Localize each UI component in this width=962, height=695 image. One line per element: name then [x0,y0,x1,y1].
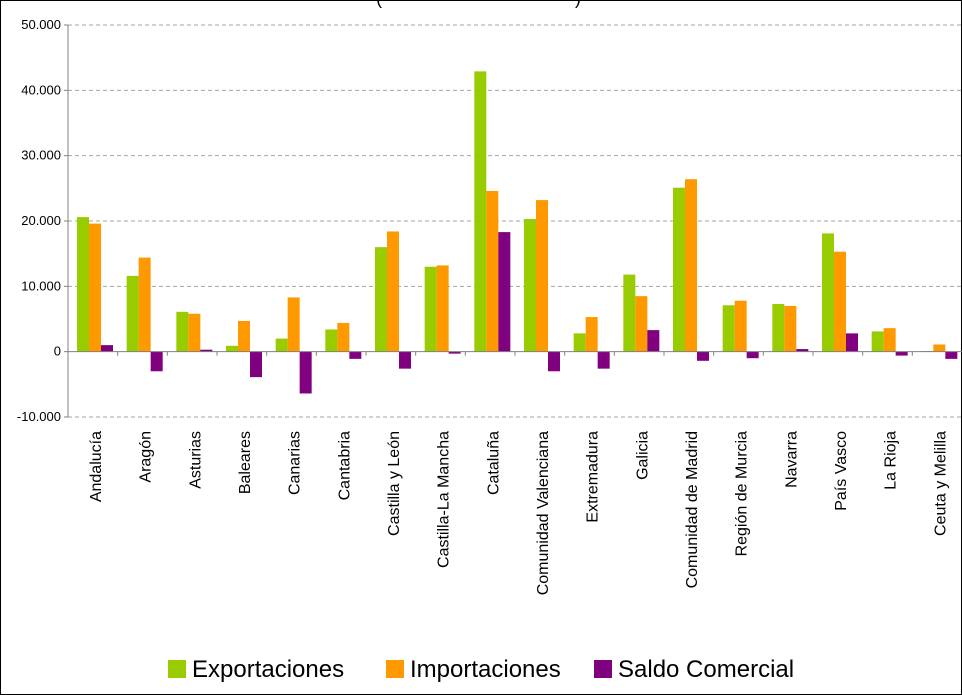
bar-saldo-comercial [846,333,858,352]
bar-exportaciones [424,266,437,352]
legend-swatch [386,660,404,678]
bar-saldo-comercial [101,345,113,352]
bar-importaciones [387,231,399,352]
y-tick-label: 40.000 [21,82,61,97]
bar-importaciones [685,179,697,352]
bars [77,71,958,394]
bar-saldo-comercial [299,351,312,394]
bar-importaciones [138,257,151,352]
bar-importaciones [188,313,201,352]
bar-exportaciones [673,187,685,352]
bar-saldo-comercial [945,351,958,359]
legend-swatch [594,660,612,678]
bar-exportaciones [77,217,89,352]
category-label: Castilla-La Mancha [436,431,453,568]
category-label: Baleares [237,431,254,494]
bar-exportaciones [375,247,387,352]
category-label: La Rioja [883,431,900,490]
category-label: Navarra [783,431,800,488]
category-label: Asturias [187,431,204,489]
bar-exportaciones [871,331,884,352]
category-label: Galicia [634,431,651,480]
y-tick-label: -10.000 [17,409,61,424]
bar-exportaciones [524,219,536,352]
bar-importaciones [635,296,648,352]
y-axis: -10.000 0 10.000 20.000 30.000 40.000 50.000 [17,17,69,424]
bar-importaciones [734,300,747,352]
bar-saldo-comercial [250,351,262,378]
bar-exportaciones [623,274,636,352]
x-axis: Andalucía Aragón Asturias Baleares Canarias C… [67,351,962,595]
legend: Exportaciones Importaciones Saldo Comercia… [168,656,794,683]
bar-importaciones [834,251,846,352]
category-label: Comunidad Valenciana [535,431,552,595]
category-label: Cantabria [336,431,353,500]
bar-importaciones [585,317,598,352]
bar-importaciones [784,305,797,352]
category-label: Canarias [287,431,304,495]
bar-saldo-comercial [448,351,461,354]
bar-importaciones [287,297,300,352]
chart-title-group: ( ) [376,0,581,8]
bar-saldo-comercial [399,351,411,369]
gridlines [68,24,962,418]
bar-exportaciones [226,345,238,352]
bar-exportaciones [474,71,487,352]
bar-saldo-comercial [895,351,908,356]
legend-label: Saldo Comercial [618,656,794,683]
legend-label: Importaciones [410,656,561,683]
bar-saldo-comercial [796,349,809,352]
category-label: Extremadura [585,431,602,523]
bar-importaciones [436,265,449,352]
category-label: Región de Murcia [734,431,751,557]
bar-saldo-comercial [548,351,560,372]
category-label: Ceuta y Melilla [932,431,949,536]
bar-importaciones [883,328,896,352]
bar-exportaciones [275,338,288,352]
chart-title-left: ( [376,0,382,8]
category-label: Comunidad de Madrid [684,431,701,588]
bar-saldo-comercial [200,349,213,352]
category-label: Aragón [138,431,155,483]
bar-exportaciones [176,311,189,352]
y-tick-label: 20.000 [21,213,61,228]
bar-exportaciones [722,305,735,352]
bar-exportaciones [126,275,139,352]
category-label: País Vasco [833,431,850,511]
y-tick-label: 0 [54,344,61,359]
category-label: Castilla y León [386,431,403,536]
bar-saldo-comercial [647,330,660,352]
bar-importaciones [933,344,946,352]
legend-label: Exportaciones [192,656,344,683]
bar-exportaciones [325,329,338,352]
bar-importaciones [337,322,350,352]
bar-saldo-comercial [150,351,163,372]
bar-saldo-comercial [597,351,610,369]
chart-title-right: ) [575,0,581,8]
bar-saldo-comercial [349,351,362,359]
bar-saldo-comercial [498,232,511,352]
bar-importaciones [486,190,499,352]
bar-exportaciones [573,333,586,352]
legend-swatch [168,660,186,678]
y-tick-label: 30.000 [21,148,61,163]
bar-exportaciones [822,233,834,352]
bar-importaciones [238,320,250,352]
bar-saldo-comercial [746,351,759,359]
category-label: Andalucía [88,431,105,502]
bar-exportaciones [772,303,785,352]
y-tick-label: 50.000 [21,17,61,32]
category-label: Cataluña [485,431,502,495]
y-tick-label: 10.000 [21,278,61,293]
bar-saldo-comercial [697,351,709,361]
bar-importaciones [536,200,548,352]
bar-importaciones [89,223,101,352]
